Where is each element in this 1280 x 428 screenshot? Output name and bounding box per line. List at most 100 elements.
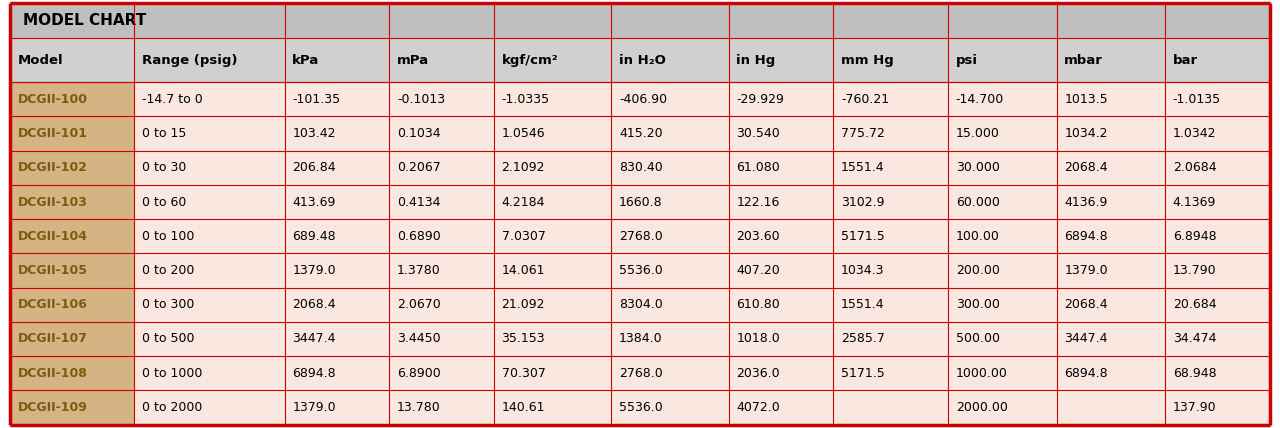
Text: -14.700: -14.700 — [956, 93, 1004, 106]
Text: 21.092: 21.092 — [502, 298, 545, 311]
Text: 20.684: 20.684 — [1172, 298, 1216, 311]
Text: -101.35: -101.35 — [292, 93, 340, 106]
Bar — [728, 322, 833, 356]
Text: MODEL CHART: MODEL CHART — [23, 13, 146, 28]
Bar — [1165, 82, 1270, 116]
Bar — [833, 116, 948, 151]
Bar — [833, 253, 948, 288]
Text: 8304.0: 8304.0 — [620, 298, 663, 311]
Text: 300.00: 300.00 — [956, 298, 1000, 311]
Bar — [134, 253, 284, 288]
Text: 3102.9: 3102.9 — [841, 196, 884, 208]
Text: 4072.0: 4072.0 — [736, 401, 780, 414]
Bar — [389, 185, 494, 219]
Bar — [612, 151, 728, 185]
Bar — [10, 151, 134, 185]
Text: kgf/cm²: kgf/cm² — [502, 54, 558, 67]
Text: 1.0342: 1.0342 — [1172, 127, 1216, 140]
Bar — [833, 151, 948, 185]
Bar — [833, 356, 948, 390]
Text: 1000.00: 1000.00 — [956, 367, 1007, 380]
Bar — [833, 38, 948, 82]
Text: 1384.0: 1384.0 — [620, 333, 663, 345]
Text: 0 to 2000: 0 to 2000 — [142, 401, 202, 414]
Text: 140.61: 140.61 — [502, 401, 545, 414]
Bar — [1165, 151, 1270, 185]
Text: 610.80: 610.80 — [736, 298, 780, 311]
Bar — [612, 82, 728, 116]
Text: 1551.4: 1551.4 — [841, 161, 884, 174]
Bar — [389, 253, 494, 288]
Text: 2768.0: 2768.0 — [620, 230, 663, 243]
Bar — [833, 288, 948, 322]
Bar — [389, 288, 494, 322]
Bar — [1165, 356, 1270, 390]
Bar — [389, 82, 494, 116]
Bar — [612, 185, 728, 219]
Bar — [494, 288, 612, 322]
Text: 103.42: 103.42 — [292, 127, 335, 140]
Text: 5171.5: 5171.5 — [841, 367, 884, 380]
Bar — [494, 219, 612, 253]
Bar — [1165, 390, 1270, 425]
Text: 30.000: 30.000 — [956, 161, 1000, 174]
Text: 1034.2: 1034.2 — [1065, 127, 1107, 140]
Text: 2.0670: 2.0670 — [397, 298, 440, 311]
Bar — [612, 116, 728, 151]
Text: -29.929: -29.929 — [736, 93, 785, 106]
Text: -406.90: -406.90 — [620, 93, 667, 106]
Text: 6.8900: 6.8900 — [397, 367, 440, 380]
Bar — [1057, 253, 1165, 288]
Text: DCGII-105: DCGII-105 — [18, 264, 88, 277]
Text: DCGII-101: DCGII-101 — [18, 127, 88, 140]
Bar — [728, 253, 833, 288]
Bar — [1165, 322, 1270, 356]
Text: 0.4134: 0.4134 — [397, 196, 440, 208]
Text: in Hg: in Hg — [736, 54, 776, 67]
Bar — [1165, 185, 1270, 219]
Text: 689.48: 689.48 — [292, 230, 335, 243]
Text: -1.0135: -1.0135 — [1172, 93, 1221, 106]
Bar — [494, 185, 612, 219]
Bar — [728, 82, 833, 116]
Bar — [833, 322, 948, 356]
Text: DCGII-103: DCGII-103 — [18, 196, 88, 208]
Text: 2068.4: 2068.4 — [1065, 161, 1108, 174]
Bar — [389, 38, 494, 82]
Bar — [494, 82, 612, 116]
Bar — [134, 219, 284, 253]
Text: 2.0684: 2.0684 — [1172, 161, 1216, 174]
Bar — [134, 38, 284, 82]
Bar — [1057, 219, 1165, 253]
Text: 3447.4: 3447.4 — [292, 333, 335, 345]
Text: 0 to 15: 0 to 15 — [142, 127, 186, 140]
Text: 137.90: 137.90 — [1172, 401, 1216, 414]
Bar — [134, 116, 284, 151]
Text: 1013.5: 1013.5 — [1065, 93, 1108, 106]
Bar — [1165, 219, 1270, 253]
Text: 2036.0: 2036.0 — [736, 367, 780, 380]
Bar — [1057, 185, 1165, 219]
Text: 0 to 500: 0 to 500 — [142, 333, 195, 345]
Bar — [389, 151, 494, 185]
Text: 500.00: 500.00 — [956, 333, 1000, 345]
Bar — [10, 356, 134, 390]
Text: 0 to 60: 0 to 60 — [142, 196, 186, 208]
Bar — [389, 219, 494, 253]
Bar — [833, 219, 948, 253]
Bar — [612, 288, 728, 322]
Bar — [612, 219, 728, 253]
Text: 6.8948: 6.8948 — [1172, 230, 1216, 243]
Text: 2585.7: 2585.7 — [841, 333, 884, 345]
Text: 122.16: 122.16 — [736, 196, 780, 208]
Text: 4.2184: 4.2184 — [502, 196, 545, 208]
Bar — [612, 38, 728, 82]
Bar — [389, 390, 494, 425]
Bar — [494, 253, 612, 288]
Bar — [10, 38, 134, 82]
Text: 830.40: 830.40 — [620, 161, 663, 174]
Text: 0 to 30: 0 to 30 — [142, 161, 186, 174]
Text: DCGII-100: DCGII-100 — [18, 93, 88, 106]
Text: 6894.8: 6894.8 — [1065, 367, 1108, 380]
Bar — [728, 151, 833, 185]
